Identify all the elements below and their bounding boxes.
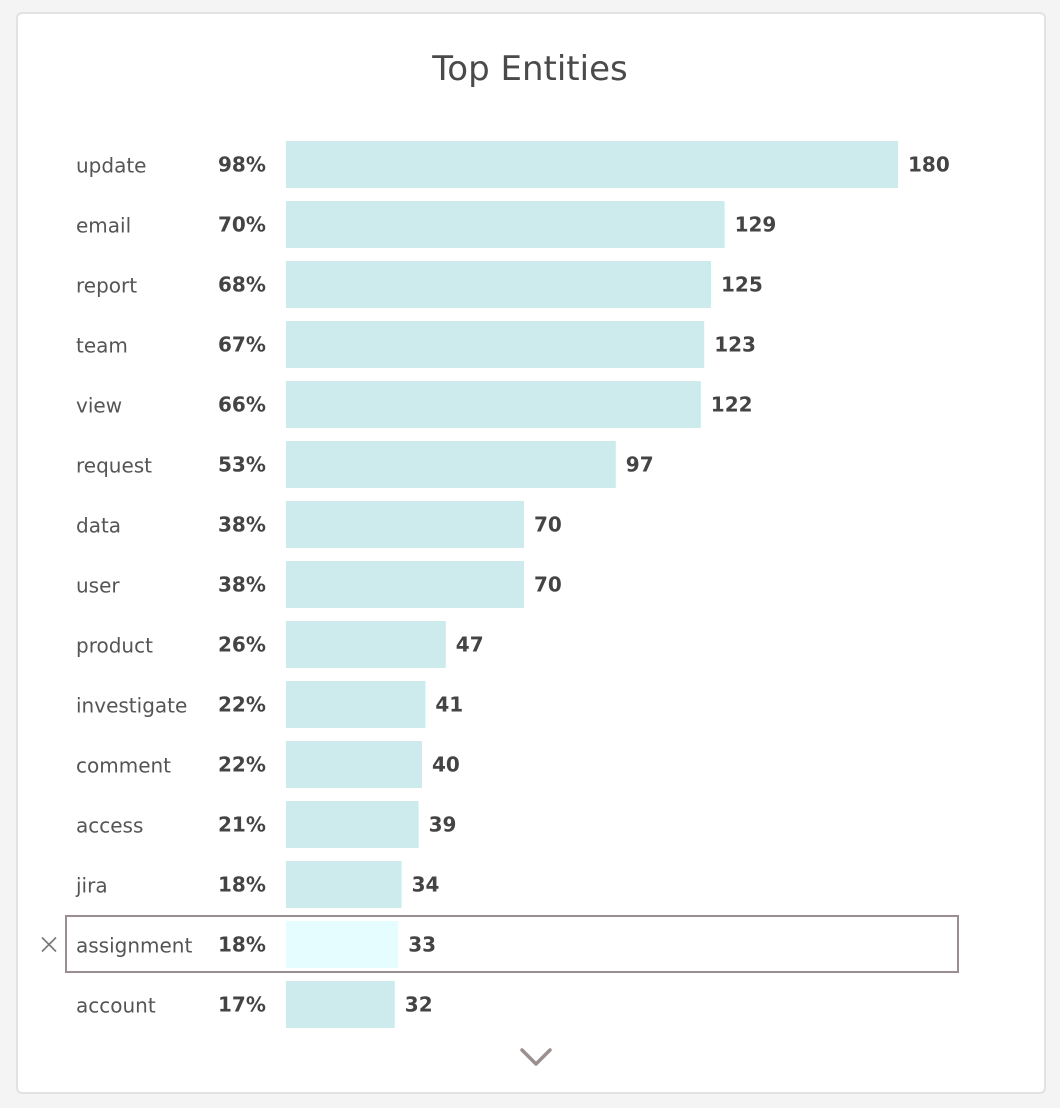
bar-row[interactable]: comment 22% 40	[76, 741, 460, 788]
percent-label: 26%	[218, 633, 266, 657]
percent-label: 22%	[218, 693, 266, 717]
category-label: email	[76, 214, 131, 238]
bar[interactable]	[286, 561, 524, 608]
percent-label: 66%	[218, 393, 266, 417]
chart-card	[16, 12, 1046, 1094]
percent-label: 22%	[218, 753, 266, 777]
value-label: 70	[534, 513, 562, 537]
bar-row[interactable]: assignment 18% 33	[41, 915, 959, 973]
bar[interactable]	[286, 501, 524, 548]
bar-row[interactable]: access 21% 39	[76, 801, 456, 848]
bar-row[interactable]: update 98% 180	[76, 141, 950, 188]
category-label: data	[76, 514, 121, 538]
bar-row[interactable]: report 68% 125	[76, 261, 763, 308]
bar[interactable]	[286, 921, 399, 968]
percent-label: 38%	[218, 573, 266, 597]
close-icon-stroke	[41, 936, 57, 953]
value-label: 33	[408, 933, 436, 957]
value-label: 47	[456, 633, 484, 657]
percent-label: 18%	[218, 873, 266, 897]
percent-label: 53%	[218, 453, 266, 477]
bar-row[interactable]: jira 18% 34	[75, 861, 439, 908]
bar-row[interactable]: user 38% 70	[76, 561, 562, 608]
bar[interactable]	[286, 801, 419, 848]
bar-row[interactable]: product 26% 47	[76, 621, 484, 668]
percent-label: 70%	[218, 213, 266, 237]
value-label: 129	[735, 213, 777, 237]
category-label: team	[76, 334, 128, 358]
category-label: request	[76, 454, 152, 478]
value-label: 41	[435, 693, 463, 717]
bar-row[interactable]: view 66% 122	[76, 381, 753, 428]
bar[interactable]	[286, 201, 725, 248]
category-label: report	[76, 274, 137, 298]
selection-box	[65, 915, 959, 973]
bar[interactable]	[286, 861, 402, 908]
bar-row[interactable]: email 70% 129	[76, 201, 776, 248]
value-label: 97	[626, 453, 654, 477]
category-label: investigate	[76, 694, 187, 718]
bar-row[interactable]: investigate 22% 41	[76, 681, 463, 728]
bar[interactable]	[286, 261, 711, 308]
percent-label: 38%	[218, 513, 266, 537]
value-label: 125	[721, 273, 763, 297]
value-label: 39	[429, 813, 457, 837]
percent-label: 18%	[218, 933, 266, 957]
bar[interactable]	[286, 321, 705, 368]
value-label: 32	[405, 993, 433, 1017]
percent-label: 17%	[218, 993, 266, 1017]
percent-label: 21%	[218, 813, 266, 837]
bar[interactable]	[286, 141, 898, 188]
category-label: update	[76, 154, 146, 178]
percent-label: 68%	[218, 273, 266, 297]
category-label: user	[76, 574, 120, 598]
category-label: jira	[75, 874, 108, 898]
bar-row[interactable]: team 67% 123	[76, 321, 756, 368]
bar-row[interactable]: request 53% 97	[76, 441, 654, 488]
chevron-down-icon[interactable]	[520, 1048, 552, 1066]
percent-label: 98%	[218, 153, 266, 177]
bar[interactable]	[286, 681, 426, 728]
value-label: 34	[412, 873, 440, 897]
category-label: product	[76, 634, 153, 658]
category-label: assignment	[76, 934, 192, 958]
percent-label: 67%	[218, 333, 266, 357]
bar[interactable]	[286, 381, 701, 428]
value-label: 40	[432, 753, 460, 777]
category-label: account	[76, 994, 156, 1018]
category-label: view	[76, 394, 122, 418]
bar-row[interactable]: account 17% 32	[76, 981, 433, 1028]
chart-title: Top Entities	[432, 49, 628, 89]
value-label: 70	[534, 573, 562, 597]
category-label: access	[76, 814, 143, 838]
bar[interactable]	[286, 981, 395, 1028]
value-label: 122	[711, 393, 753, 417]
bar[interactable]	[286, 621, 446, 668]
bar-row[interactable]: data 38% 70	[76, 501, 562, 548]
close-icon[interactable]	[41, 936, 57, 953]
bar[interactable]	[286, 741, 422, 788]
category-label: comment	[76, 754, 171, 778]
value-label: 180	[908, 153, 950, 177]
value-label: 123	[714, 333, 756, 357]
bar[interactable]	[286, 441, 616, 488]
